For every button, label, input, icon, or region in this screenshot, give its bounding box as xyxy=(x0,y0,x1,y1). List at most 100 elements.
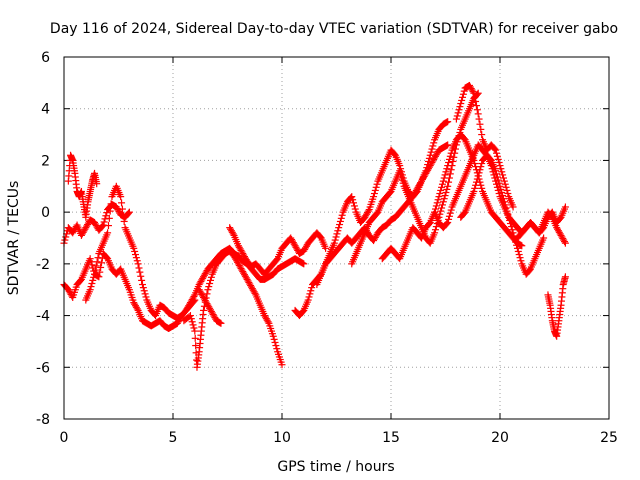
data-point xyxy=(106,207,114,215)
data-point xyxy=(139,284,147,292)
data-point xyxy=(186,312,194,320)
data-point xyxy=(307,287,315,295)
data-point xyxy=(446,152,454,160)
data-point xyxy=(273,345,281,353)
data-point xyxy=(491,145,499,153)
data-point xyxy=(131,247,139,255)
data-point xyxy=(398,176,406,184)
data-point xyxy=(509,203,517,211)
data-point xyxy=(428,145,436,153)
data-point xyxy=(88,261,96,269)
x-tick-label: 10 xyxy=(273,430,291,446)
data-point xyxy=(444,182,452,190)
data-point xyxy=(477,125,485,133)
data-point xyxy=(432,223,440,231)
data-point xyxy=(513,244,521,252)
data-point xyxy=(470,89,478,97)
data-point xyxy=(191,334,199,342)
data-point xyxy=(90,273,98,281)
data-point xyxy=(433,199,441,207)
x-axis-label: GPS time / hours xyxy=(277,459,394,475)
data-point xyxy=(189,321,197,329)
data-point xyxy=(62,233,70,241)
data-point xyxy=(336,221,344,229)
data-point xyxy=(91,266,99,274)
data-point xyxy=(445,155,453,163)
data-point xyxy=(473,106,481,114)
data-point xyxy=(476,120,484,128)
data-point xyxy=(118,199,126,207)
data-point xyxy=(370,193,378,201)
data-point xyxy=(322,244,330,252)
data-point xyxy=(487,162,495,170)
data-point xyxy=(515,251,523,259)
data-point xyxy=(87,258,95,266)
data-point xyxy=(334,227,342,235)
data-point xyxy=(135,264,143,272)
data-point xyxy=(348,193,356,201)
data-point xyxy=(98,222,106,230)
data-point xyxy=(332,233,340,241)
data-point xyxy=(453,112,461,120)
data-point xyxy=(427,148,435,156)
data-point xyxy=(492,177,500,185)
data-point xyxy=(442,168,450,176)
data-point xyxy=(472,181,480,189)
data-point xyxy=(190,292,198,300)
data-point xyxy=(97,263,105,271)
data-point xyxy=(446,170,454,178)
x-tick-label: 0 xyxy=(60,430,69,446)
data-point xyxy=(478,160,486,168)
data-point xyxy=(504,190,512,198)
data-point xyxy=(132,254,140,262)
data-point xyxy=(86,255,94,263)
data-point xyxy=(251,289,259,297)
y-tick-label: 6 xyxy=(41,50,50,66)
data-point xyxy=(437,186,445,194)
data-point xyxy=(351,205,359,213)
data-point xyxy=(330,239,338,247)
data-point xyxy=(457,100,465,108)
data-point xyxy=(443,185,451,193)
data-point xyxy=(561,203,569,211)
data-point xyxy=(439,198,447,206)
data-point xyxy=(434,196,442,204)
y-tick-label: -8 xyxy=(36,412,50,428)
data-point xyxy=(495,190,503,198)
data-point xyxy=(100,218,108,226)
data-point xyxy=(561,273,569,281)
data-point xyxy=(206,276,214,284)
data-point xyxy=(438,201,446,209)
data-point xyxy=(472,102,480,110)
data-point xyxy=(270,335,278,343)
data-point xyxy=(439,177,447,185)
data-point xyxy=(443,165,451,173)
data-point xyxy=(444,118,452,126)
y-tick-label: 4 xyxy=(41,102,50,118)
data-point xyxy=(497,165,505,173)
data-point xyxy=(471,184,479,192)
series-track-f xyxy=(182,244,308,314)
data-point xyxy=(472,97,480,105)
data-point xyxy=(438,204,446,212)
data-point xyxy=(61,236,69,244)
data-point xyxy=(491,174,499,182)
data-point xyxy=(496,162,504,170)
data-point xyxy=(331,236,339,244)
data-point xyxy=(494,186,502,194)
data-point xyxy=(514,247,522,255)
data-point xyxy=(440,195,448,203)
data-point xyxy=(396,167,404,175)
data-point xyxy=(192,342,200,350)
data-point xyxy=(474,172,482,180)
data-point xyxy=(335,224,343,232)
data-point xyxy=(399,179,407,187)
series-track-o xyxy=(452,81,517,211)
data-point xyxy=(516,254,524,262)
data-point xyxy=(492,146,500,154)
data-point xyxy=(349,196,357,204)
data-point xyxy=(104,222,112,230)
data-point xyxy=(138,276,146,284)
data-point xyxy=(205,283,213,291)
